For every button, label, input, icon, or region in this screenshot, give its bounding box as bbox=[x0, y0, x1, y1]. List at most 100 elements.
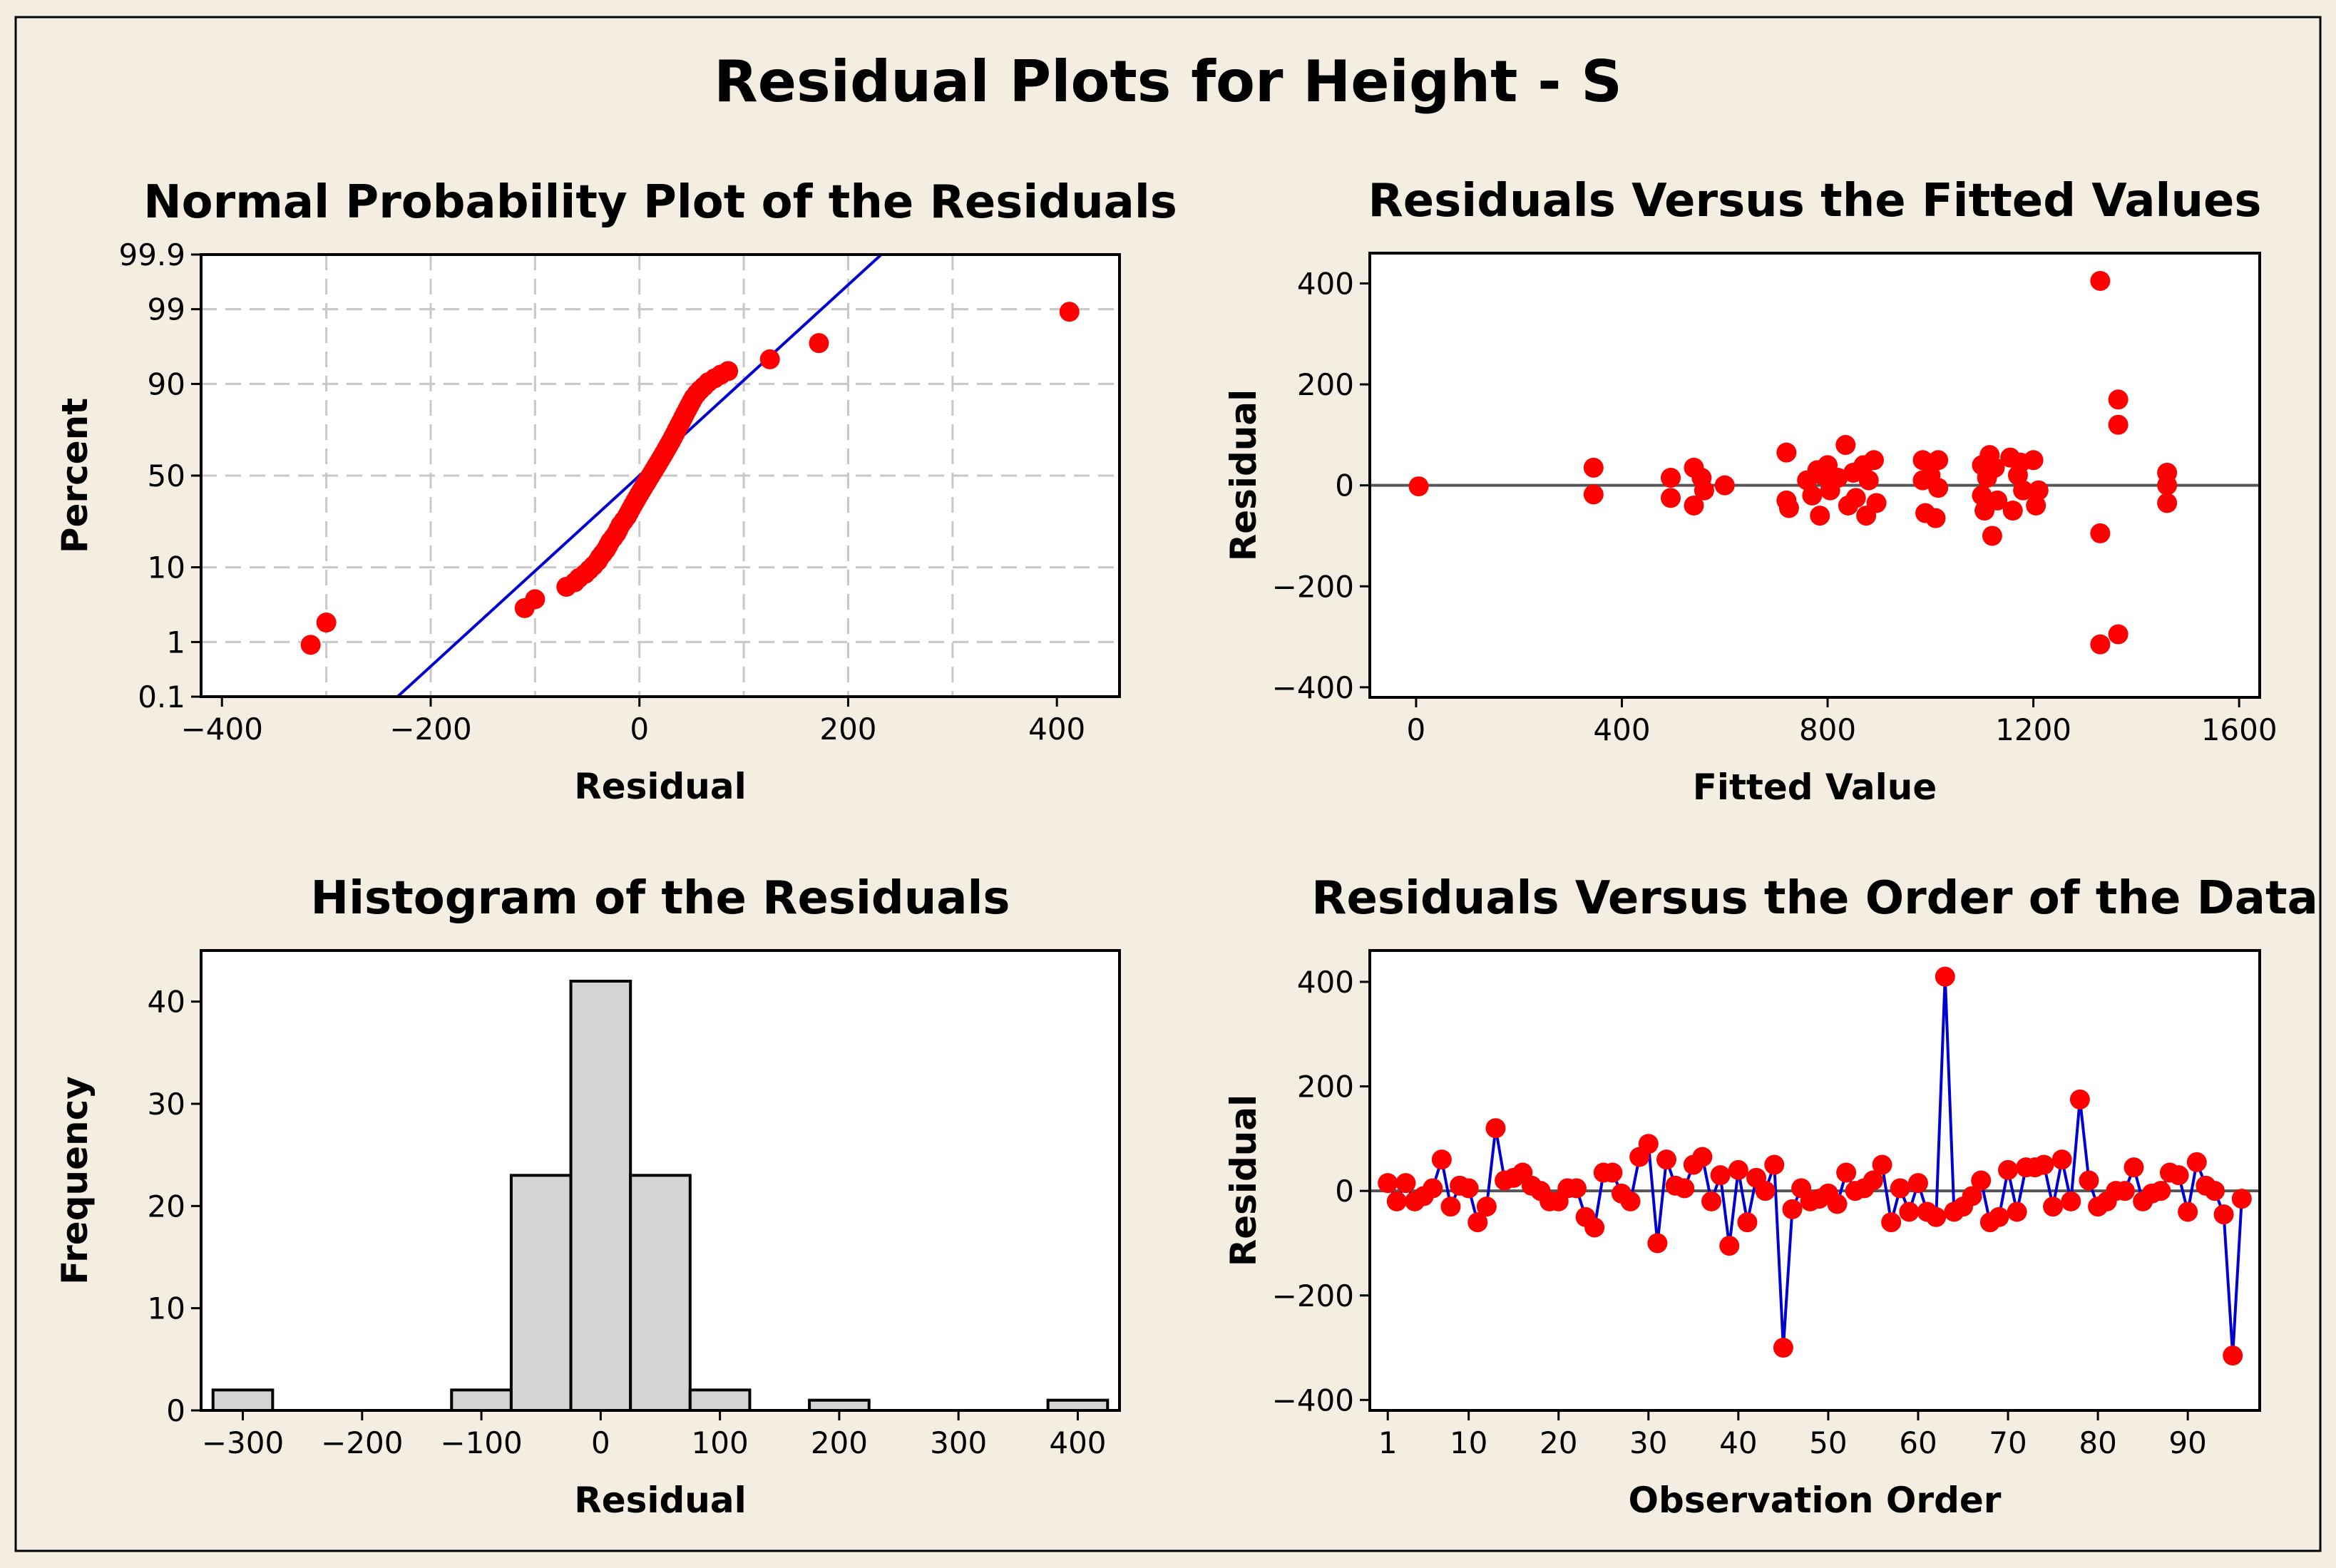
order-xtick-label: 70 bbox=[1989, 1425, 2027, 1460]
order-point bbox=[1872, 1154, 1892, 1175]
order-ytick-label: −400 bbox=[1272, 1383, 1354, 1418]
hist-xtick-label: 400 bbox=[1049, 1425, 1106, 1460]
fitted-point bbox=[2108, 414, 2128, 435]
fitted-point bbox=[2090, 634, 2111, 655]
order-point bbox=[2178, 1201, 2198, 1222]
order-point bbox=[1728, 1159, 1748, 1180]
order-point bbox=[1962, 1186, 1982, 1206]
npp-xtick-label: −200 bbox=[389, 712, 471, 747]
fitted-xtick-label: 1600 bbox=[2201, 712, 2278, 747]
hist-bar bbox=[569, 980, 632, 1412]
npp-xtick-label: 400 bbox=[1028, 712, 1085, 747]
fitted-point bbox=[1583, 457, 1604, 478]
panel-order: Residuals Versus the Order of the Data Ob… bbox=[1223, 872, 2318, 1521]
fitted-point bbox=[1661, 488, 1681, 508]
order-point bbox=[2204, 1181, 2225, 1201]
order-point bbox=[1755, 1181, 1776, 1201]
order-point bbox=[2051, 1149, 2072, 1170]
fitted-xtick-label: 1200 bbox=[1995, 712, 2071, 747]
order-xtick-label: 80 bbox=[2079, 1425, 2116, 1460]
fitted-xtick-label: 800 bbox=[1799, 712, 1856, 747]
order-point bbox=[2034, 1154, 2054, 1175]
figure-frame bbox=[14, 16, 2322, 1552]
order-point bbox=[1971, 1170, 1992, 1191]
order-point bbox=[2069, 1089, 2090, 1110]
hist-xtick-label: 100 bbox=[692, 1425, 749, 1460]
order-point bbox=[1440, 1197, 1461, 1217]
fitted-point bbox=[1778, 498, 1799, 518]
fitted-point bbox=[1408, 476, 1429, 497]
order-xtick-label: 20 bbox=[1540, 1425, 1577, 1460]
order-point bbox=[2043, 1197, 2064, 1217]
fitted-point bbox=[1694, 480, 1714, 501]
fitted-point bbox=[1583, 484, 1604, 505]
order-xtick-label: 50 bbox=[1809, 1425, 1847, 1460]
figure-title: Residual Plots for Height - S bbox=[714, 48, 1622, 115]
fitted-xtick-label: 400 bbox=[1593, 712, 1650, 747]
order-point bbox=[1423, 1178, 1443, 1199]
panel-fitted: Residuals Versus the Fitted Values Fitted… bbox=[1223, 175, 2278, 808]
npp-xlabel: Residual bbox=[574, 766, 747, 807]
hist-title: Histogram of the Residuals bbox=[311, 872, 1010, 925]
fitted-ytick-label: −400 bbox=[1272, 670, 1354, 705]
fitted-point bbox=[2023, 450, 2044, 471]
order-point bbox=[1989, 1206, 2009, 1227]
order-point bbox=[2213, 1204, 2234, 1225]
order-xtick-label: 60 bbox=[1899, 1425, 1937, 1460]
npp-xtick-label: −400 bbox=[181, 712, 263, 747]
fitted-point bbox=[2002, 501, 2023, 521]
fitted-point bbox=[1828, 468, 1848, 488]
hist-xtick-label: −200 bbox=[321, 1425, 403, 1460]
npp-ytick-label: 0.1 bbox=[138, 680, 185, 714]
npp-point bbox=[316, 613, 337, 633]
order-point bbox=[2223, 1346, 2243, 1366]
hist-ytick-label: 20 bbox=[148, 1189, 185, 1224]
npp-point bbox=[525, 589, 545, 610]
panel-hist: Histogram of the Residuals Residual Freque… bbox=[54, 872, 1121, 1521]
order-point bbox=[1907, 1173, 1928, 1194]
hist-xtick-label: 300 bbox=[930, 1425, 987, 1460]
fitted-point bbox=[2028, 480, 2049, 501]
fitted-point bbox=[1684, 495, 1704, 516]
order-xtick-label: 90 bbox=[2168, 1425, 2206, 1460]
fitted-point bbox=[2157, 493, 2178, 513]
order-point bbox=[1656, 1149, 1676, 1170]
hist-plot-border bbox=[200, 949, 1121, 1412]
fitted-point bbox=[1928, 450, 1949, 471]
npp-point bbox=[718, 361, 739, 381]
hist-bar bbox=[688, 1388, 752, 1413]
hist-xlabel: Residual bbox=[574, 1480, 747, 1521]
fitted-point bbox=[1928, 478, 1949, 498]
order-point bbox=[2151, 1181, 2171, 1201]
panel-npp: Normal Probability Plot of the Residuals… bbox=[54, 176, 1177, 807]
npp-ylabel: Percent bbox=[54, 398, 96, 553]
fitted-point bbox=[1972, 485, 1992, 506]
npp-xtick-label: 200 bbox=[819, 712, 876, 747]
fitted-point bbox=[1866, 493, 1887, 513]
order-point bbox=[2114, 1181, 2135, 1201]
order-point bbox=[1863, 1170, 1883, 1191]
order-point bbox=[1620, 1191, 1641, 1211]
hist-xtick-label: 0 bbox=[591, 1425, 610, 1460]
order-point bbox=[1485, 1118, 1506, 1139]
fitted-point bbox=[1984, 457, 2005, 478]
fitted-point bbox=[1925, 508, 1946, 528]
order-point bbox=[1827, 1194, 1848, 1214]
hist-bar bbox=[211, 1388, 275, 1413]
order-point bbox=[2079, 1170, 2099, 1191]
order-xtick-label: 30 bbox=[1629, 1425, 1667, 1460]
order-point bbox=[1836, 1162, 1857, 1183]
order-point bbox=[1638, 1134, 1659, 1154]
order-ytick-label: 200 bbox=[1297, 1070, 1354, 1105]
order-plot-border bbox=[1368, 949, 2261, 1412]
order-point bbox=[1719, 1236, 1740, 1256]
hist-ytick-label: 10 bbox=[148, 1291, 185, 1326]
order-point bbox=[1881, 1212, 1902, 1233]
fitted-point bbox=[1714, 475, 1735, 496]
npp-plot-border bbox=[200, 253, 1121, 698]
fitted-point bbox=[1661, 468, 1681, 488]
hist-xtick-label: 200 bbox=[811, 1425, 868, 1460]
hist-ytick-label: 30 bbox=[148, 1087, 185, 1122]
order-point bbox=[1998, 1159, 2019, 1180]
order-point bbox=[1935, 966, 1955, 987]
